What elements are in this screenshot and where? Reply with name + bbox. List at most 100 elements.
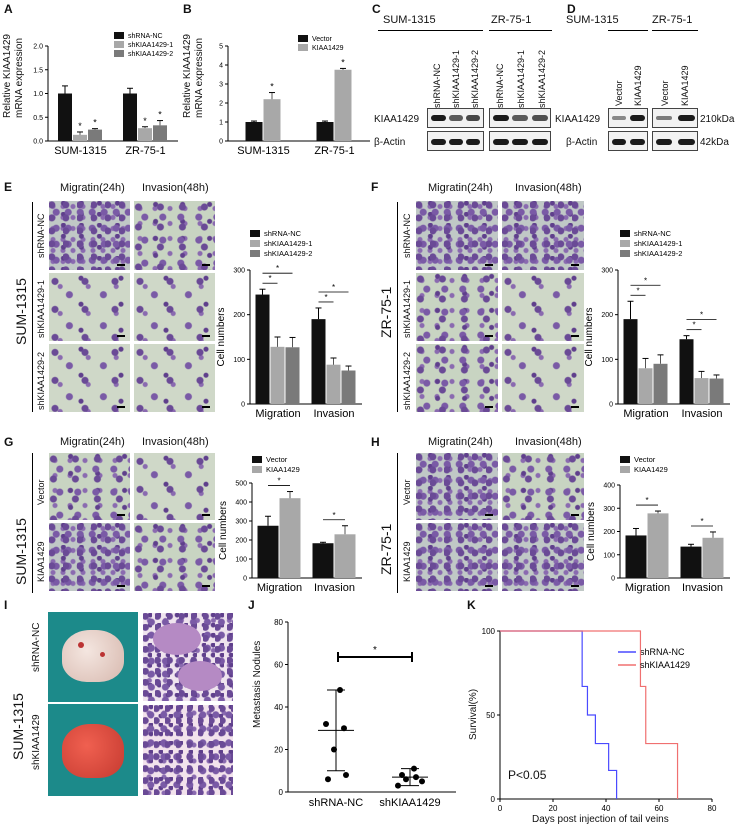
y-tick-label: 200 (233, 312, 245, 319)
panel-label-k: K (467, 598, 476, 612)
legend-swatch (250, 240, 260, 247)
x-tick-label: 80 (708, 804, 717, 813)
legend-label: shKIAA1429-1 (128, 42, 173, 49)
significance-star: * (277, 477, 280, 486)
panel-g-image-vector-migration (48, 452, 131, 521)
x-category-label: SUM-1315 (54, 145, 107, 157)
legend-label: shKIAA1429-1 (264, 239, 312, 248)
panel-c-blot-actin-sum (427, 131, 484, 151)
panel-g-image-kiaa-migration (48, 522, 131, 592)
bar (153, 125, 167, 141)
bar (702, 537, 724, 578)
panel-c-blot-actin-zr (489, 131, 551, 151)
bar (73, 134, 87, 141)
bar (311, 319, 326, 404)
bar (263, 99, 281, 141)
y-tick-label: 20 (274, 746, 283, 755)
panel-i-photo-sh (48, 704, 138, 796)
data-point (399, 772, 405, 778)
legend-label: Vector (312, 36, 333, 43)
y-tick-label: 300 (603, 506, 615, 513)
y-tick-label: 3 (219, 82, 223, 89)
panel-label-b: B (183, 2, 192, 16)
x-category-label: Invasion (314, 408, 355, 420)
y-tick-label: 1 (219, 120, 223, 127)
bar (123, 93, 137, 141)
y-tick-label: 0 (241, 402, 245, 409)
panel-k-xlabel: Days post injection of tail veins (532, 814, 669, 825)
legend-swatch (620, 250, 630, 257)
panel-e-chart: 0100200300Migration**Invasion**shRNA-NCs… (216, 229, 362, 420)
panel-e-image-sh1-invasion (133, 272, 216, 342)
significance-star: * (341, 57, 345, 67)
panel-c-row-kiaa1429: KIAA1429 (374, 114, 420, 125)
panel-i-he-sh (142, 704, 234, 796)
legend-label: shKIAA1429-2 (264, 249, 312, 258)
panel-f-image-nc-migration (415, 200, 499, 271)
bar (679, 339, 694, 404)
bar (638, 368, 653, 404)
x-category-label: SUM-1315 (237, 145, 290, 157)
panel-label-h: H (371, 435, 380, 449)
legend-label: KIAA1429 (634, 465, 668, 474)
legend-label: shKIAA1429-2 (634, 249, 682, 258)
significance-star: * (373, 645, 377, 656)
panel-h-chart: 0 100 200 300 400 Migration * Invasion * VectorKI… (586, 455, 730, 594)
survival-curve (500, 630, 618, 799)
significance-star: * (78, 121, 82, 131)
bar (341, 370, 356, 404)
x-category-label: Invasion (682, 582, 723, 594)
y-tick-label: 300 (601, 268, 613, 275)
legend-swatch (620, 466, 630, 473)
panel-f-col-migration: Migratin(24h) (428, 182, 493, 194)
data-point (403, 776, 409, 783)
y-tick-label: 0 (243, 576, 247, 583)
panel-h-col-invasion: Invasion(48h) (515, 436, 582, 448)
significance-star: * (645, 496, 648, 505)
data-point (323, 721, 329, 727)
panel-i-photo-nc (48, 612, 138, 702)
x-category-label: Migration (257, 582, 302, 594)
legend-swatch (620, 230, 630, 237)
legend-label: shRNA-NC (264, 229, 302, 238)
panel-f-chart: 0100200300Migration**Invasion**shRNA-NCs… (584, 229, 730, 420)
data-point (341, 725, 347, 732)
panel-d-blot-kiaa-sum (608, 108, 648, 128)
panel-g-image-vector-invasion (133, 452, 216, 521)
panel-d-cellline-1: SUM-1315 (566, 14, 619, 26)
y-tick-label: 0 (219, 139, 223, 146)
x-tick-label: 60 (655, 804, 664, 813)
legend-label: KIAA1429 (312, 45, 344, 52)
significance-star: * (644, 276, 647, 285)
significance-star: * (692, 321, 695, 330)
panel-g-col-invasion: Invasion(48h) (142, 436, 209, 448)
panel-b-chart: 0 1 2 3 4 5 * SUM-1315 * ZR-75-1 Vector KIAA1429 (219, 35, 370, 157)
legend-label: shRNA-NC (640, 647, 685, 657)
bar (285, 347, 300, 404)
y-tick-label: 100 (235, 557, 247, 564)
y-axis-label: Cell numbers (216, 308, 227, 367)
x-category-label: ZR-75-1 (314, 145, 354, 157)
panel-label-g: G (4, 435, 14, 449)
panel-h-image-vector-migration (415, 452, 499, 521)
panel-c-cellline-2: ZR-75-1 (491, 14, 532, 26)
panel-c-blot-kiaa-sum (427, 108, 484, 128)
panel-g-col-migration: Migratin(24h) (60, 436, 125, 448)
significance-star: * (324, 293, 327, 302)
significance-star: * (270, 82, 274, 92)
legend-swatch (114, 41, 124, 48)
y-tick-label: 300 (233, 268, 245, 275)
bar (58, 93, 72, 141)
legend-label: Vector (634, 455, 656, 464)
panel-f-image-sh1-invasion (501, 272, 585, 342)
panel-e-image-sh2-invasion (133, 343, 216, 413)
y-tick-label: 2.0 (33, 44, 43, 51)
x-tick-label: 0 (498, 804, 503, 813)
y-tick-label: 0 (611, 576, 615, 583)
significance-star: * (93, 118, 97, 128)
y-tick-label: 300 (235, 519, 247, 526)
y-tick-label: 0 (491, 795, 496, 804)
panel-e-image-nc-migration (48, 200, 131, 271)
